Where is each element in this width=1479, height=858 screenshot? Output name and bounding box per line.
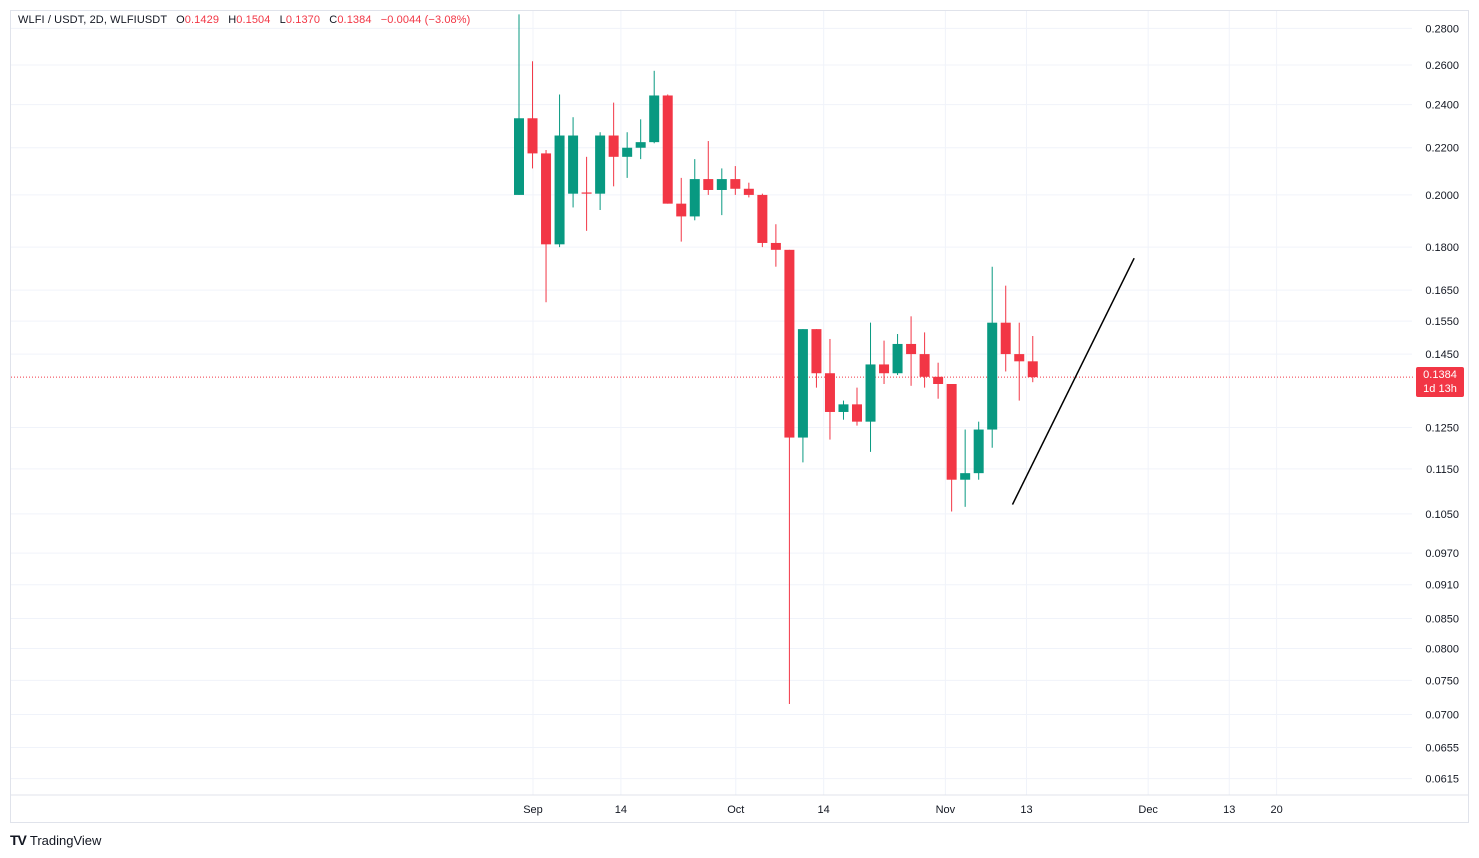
x-tick-label: 13 <box>1020 804 1032 816</box>
y-tick-label: 0.0800 <box>1425 643 1459 655</box>
candle-body <box>527 118 538 154</box>
candle-body <box>608 135 619 157</box>
candle-body <box>662 95 673 204</box>
y-tick-label: 0.1650 <box>1425 285 1459 297</box>
trend-line <box>1011 257 1135 505</box>
x-tick-label: 20 <box>1270 804 1282 816</box>
candle-body <box>716 179 727 190</box>
y-tick-label: 0.2000 <box>1425 190 1459 202</box>
candle-body <box>770 242 781 250</box>
candle-body <box>649 95 660 143</box>
candle-body <box>797 329 808 438</box>
candle-body <box>635 142 646 148</box>
high-value: 0.1504 <box>236 14 271 26</box>
candle-body <box>514 118 524 195</box>
candle-body <box>689 179 700 217</box>
candle-body <box>811 329 822 374</box>
candle-body <box>865 364 876 422</box>
candle-body <box>1014 354 1025 362</box>
symbol-title[interactable]: WLFI / USDT, 2D, WLFIUSDT <box>18 14 167 26</box>
open-label: O <box>176 14 185 26</box>
candle-body <box>906 343 917 355</box>
y-tick-label: 0.1250 <box>1425 423 1459 435</box>
candle-body <box>946 383 957 480</box>
high-label: H <box>228 14 237 26</box>
y-tick-label: 0.2800 <box>1425 23 1459 35</box>
x-tick-label: Nov <box>936 804 956 816</box>
y-tick-label: 0.0850 <box>1425 613 1459 625</box>
y-tick-label: 0.1800 <box>1425 242 1459 254</box>
tradingview-logo-icon: TV <box>10 832 27 848</box>
close-label: C <box>329 14 338 26</box>
x-tick-label: Sep <box>523 804 543 816</box>
candle-body <box>987 322 998 430</box>
candle-body <box>581 192 592 194</box>
y-tick-label: 0.2200 <box>1425 143 1459 155</box>
candle-body <box>784 249 795 438</box>
candle-body <box>892 343 903 374</box>
candle-body <box>919 354 930 377</box>
low-value: 0.1370 <box>285 14 321 26</box>
bar-countdown: 1d 13h <box>1423 383 1457 395</box>
low-label: L <box>279 14 286 26</box>
candle-body <box>541 153 552 245</box>
close-value: 0.1384 <box>337 14 372 26</box>
candle-body <box>703 179 714 190</box>
tradingview-logo[interactable]: TV TradingView <box>10 832 101 848</box>
chart-frame <box>10 10 1469 823</box>
y-tick-label: 0.1150 <box>1426 464 1459 476</box>
candle-body <box>730 179 741 189</box>
last-price-value: 0.1384 <box>1423 369 1457 381</box>
candle-body <box>1027 361 1038 378</box>
last-price-tag: 0.1384 1d 13h <box>1416 367 1464 397</box>
y-tick-label: 0.2600 <box>1425 60 1459 72</box>
candle-body <box>852 404 862 422</box>
y-tick-label: 0.0750 <box>1425 675 1459 687</box>
y-tick-label: 0.0655 <box>1425 742 1459 754</box>
y-tick-label: 0.2400 <box>1425 100 1459 112</box>
y-tick-label: 0.0910 <box>1425 580 1459 592</box>
candle-body <box>973 429 984 474</box>
candle-body <box>676 203 687 217</box>
candle-body <box>622 147 633 157</box>
y-tick-label: 0.1550 <box>1425 316 1459 328</box>
change-value: −0.0044 (−3.08%) <box>380 14 471 26</box>
y-tick-label: 0.1050 <box>1425 509 1459 521</box>
candle-body <box>1000 322 1011 355</box>
candle-body <box>933 376 944 384</box>
y-tick-label: 0.0970 <box>1425 548 1459 560</box>
candle-body <box>595 135 606 194</box>
candle-body <box>568 135 579 194</box>
candle-body <box>838 404 849 412</box>
candle-body <box>554 135 565 245</box>
candle-body <box>960 473 971 480</box>
y-tick-label: 0.1450 <box>1425 349 1459 361</box>
tradingview-brand: TradingView <box>29 832 102 848</box>
open-value: 0.1429 <box>184 14 220 26</box>
x-tick-label: 14 <box>615 804 627 816</box>
y-tick-label: 0.0700 <box>1425 710 1459 722</box>
x-tick-label: 13 <box>1223 804 1235 816</box>
candle-body <box>757 194 768 243</box>
x-tick-label: 14 <box>818 804 830 816</box>
y-tick-label: 0.0615 <box>1425 774 1459 786</box>
candle-body <box>824 373 835 412</box>
candle-body <box>879 364 890 374</box>
x-tick-label: Dec <box>1138 804 1158 816</box>
candle-body <box>743 188 754 195</box>
symbol-legend: WLFI / USDT, 2D, WLFIUSDT O0.1429 H0.150… <box>18 14 470 26</box>
x-tick-label: Oct <box>727 804 744 816</box>
